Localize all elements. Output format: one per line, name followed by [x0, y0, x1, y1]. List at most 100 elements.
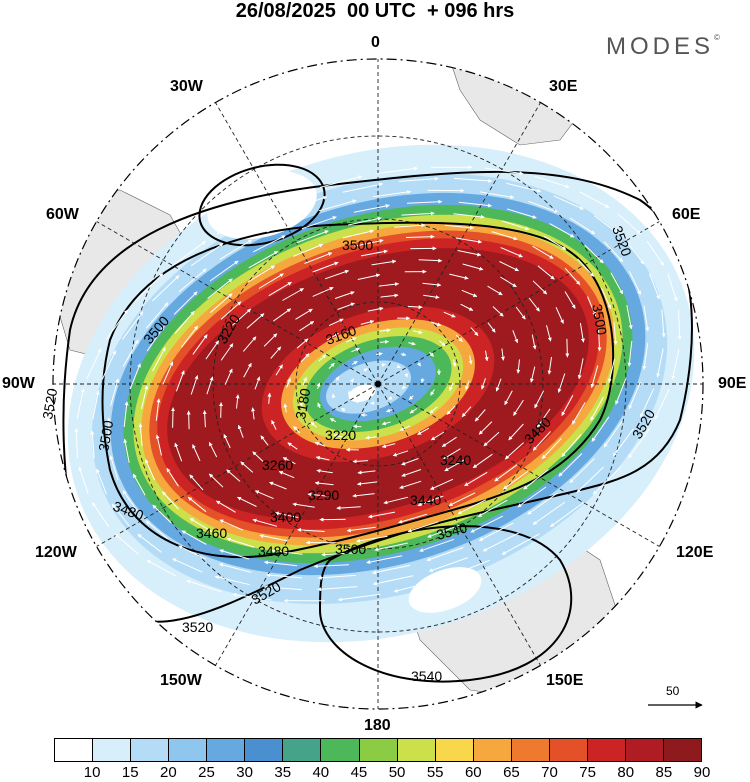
colorbar-tick-label: 85 — [655, 764, 673, 781]
streamline-arrow — [206, 376, 214, 395]
streamline-arrow — [345, 337, 357, 343]
streamline-arrow — [597, 329, 602, 352]
streamline-arrow — [470, 515, 504, 533]
streamline-arrow — [379, 328, 391, 333]
streamline-arrow — [399, 480, 422, 489]
streamline-arrow — [472, 453, 493, 469]
streamline-arrow — [516, 359, 521, 374]
streamline-arrow — [504, 442, 524, 460]
streamline-arrow — [220, 301, 242, 320]
streamline-arrow — [555, 306, 564, 324]
streamline-arrow — [86, 348, 102, 380]
streamline-arrow — [187, 496, 207, 513]
streamline-arrow — [537, 265, 555, 280]
streamline-arrow — [444, 224, 474, 230]
streamline-arrow — [301, 216, 337, 230]
streamline-arrow — [388, 395, 393, 400]
streamline-arrow — [334, 291, 355, 299]
colorbar-segment — [245, 739, 284, 761]
brand-text: MODES — [606, 33, 715, 60]
streamline-arrow — [282, 457, 296, 465]
streamline-arrow — [331, 393, 336, 399]
streamline-arrow — [427, 524, 460, 538]
streamline-arrow — [145, 520, 168, 540]
streamline-arrow — [417, 495, 444, 507]
lon-label-0: 0 — [371, 34, 380, 51]
streamline-arrow — [352, 459, 369, 464]
streamline-arrow — [260, 435, 269, 446]
streamline-arrow — [546, 325, 552, 342]
streamline-arrow — [376, 352, 383, 356]
streamline-arrow — [363, 368, 368, 373]
streamline-arrow — [259, 534, 288, 542]
colorbar-segment — [587, 739, 626, 761]
streamline-arrow — [275, 364, 283, 376]
streamline-arrow — [296, 230, 329, 244]
streamline-arrow — [243, 362, 252, 378]
streamline-arrow — [215, 500, 236, 513]
streamline-arrow — [348, 216, 382, 226]
streamline-arrow — [321, 552, 355, 557]
streamline-arrow — [478, 421, 493, 435]
colorbar-tick-label: 10 — [83, 764, 101, 781]
streamline-arrow — [487, 285, 503, 296]
streamline-arrow — [661, 309, 666, 338]
streamline-arrow — [353, 204, 390, 213]
streamline-arrow — [318, 354, 327, 362]
streamline-arrow — [484, 350, 489, 362]
streamline-arrow — [271, 420, 277, 430]
streamline-arrow — [371, 259, 397, 266]
streamline-arrow — [532, 245, 554, 260]
streamline-arrow — [318, 199, 357, 212]
streamline-arrow — [220, 343, 234, 361]
streamline-arrow — [360, 319, 375, 325]
streamline-arrow — [122, 490, 139, 513]
streamline-arrow — [461, 289, 478, 297]
streamline-arrow — [357, 273, 381, 280]
streamline-arrow — [267, 392, 272, 404]
streamline-arrow — [422, 282, 442, 287]
streamline-arrow — [628, 271, 642, 295]
streamline-arrow — [474, 409, 486, 422]
streamline-arrow — [146, 559, 177, 577]
streamline-arrow — [453, 213, 485, 219]
contour-label: 3460 — [196, 525, 227, 541]
latitude-circle — [295, 301, 461, 467]
streamline-arrow — [504, 390, 513, 406]
streamline-arrow — [314, 481, 334, 486]
colorbar-ticks: 10 15 20 25 30 35 40 45 50 55 60 65 70 75 80 85 90 — [54, 764, 711, 782]
streamline-arrow — [186, 579, 222, 593]
streamline-arrow — [613, 321, 618, 345]
streamline-arrow — [317, 586, 358, 592]
streamline-arrow — [342, 229, 375, 239]
streamline-arrow — [326, 332, 339, 341]
streamline-arrow — [240, 461, 254, 473]
streamline-arrow — [237, 496, 257, 507]
colorbar-tick-label: 35 — [274, 764, 292, 781]
meridian-line — [96, 383, 379, 547]
streamline-arrow — [175, 370, 185, 392]
lon-label-150w: 150W — [160, 672, 202, 689]
streamline-arrow — [576, 466, 604, 493]
streamline-arrow — [355, 399, 360, 404]
streamline-arrow — [252, 451, 264, 462]
streamline-arrow — [324, 269, 349, 280]
streamline-arrow — [515, 306, 526, 320]
field-layer — [53, 59, 703, 709]
colorbar-segment — [321, 739, 360, 761]
streamline-arrow — [503, 470, 528, 490]
streamline-arrow — [607, 358, 616, 383]
streamline-arrow — [266, 216, 303, 233]
streamline-arrow — [461, 406, 472, 418]
map-boundary — [52, 58, 704, 710]
streamline-arrow — [351, 347, 360, 353]
streamline-arrow — [479, 191, 515, 199]
streamline-arrow — [604, 241, 624, 263]
streamline-arrow — [129, 363, 141, 390]
streamline-arrow — [667, 273, 678, 302]
streamline-arrow — [477, 499, 508, 518]
streamline-arrow — [517, 486, 547, 508]
colorbar-segment — [207, 739, 246, 761]
streamline-arrow — [266, 573, 302, 579]
